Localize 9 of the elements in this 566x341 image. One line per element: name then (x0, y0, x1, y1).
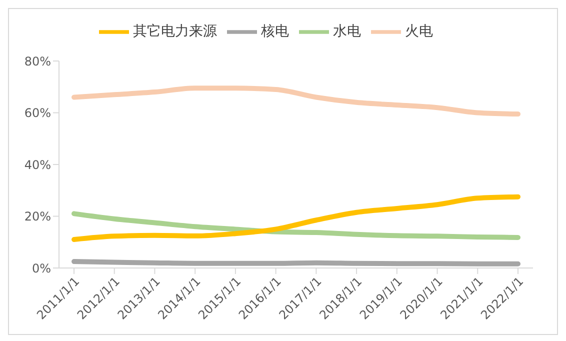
y-tick-label: 0% (32, 261, 51, 276)
y-tick-label: 80% (24, 54, 51, 68)
y-tick-label: 20% (24, 210, 51, 224)
y-tick-label: 60% (24, 106, 51, 120)
legend-label: 火电 (405, 24, 433, 40)
legend-label: 水电 (333, 24, 361, 40)
legend-label: 其它电力来源 (133, 24, 217, 40)
legend-label: 核电 (261, 24, 289, 40)
y-tick-label: 40% (24, 158, 51, 172)
